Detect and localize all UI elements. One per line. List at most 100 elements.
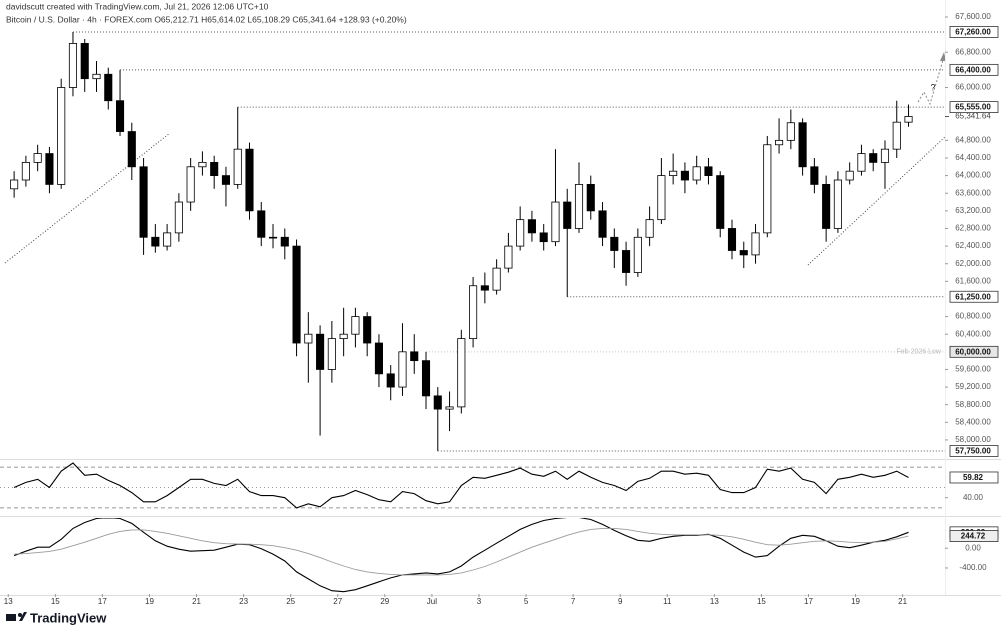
level-label-box xyxy=(949,445,999,457)
candle-body xyxy=(92,73,101,80)
y-tick-label: 58,400.00 xyxy=(955,417,991,426)
candle-body xyxy=(833,179,842,229)
x-tick-label: 17 xyxy=(804,597,813,606)
candle-body xyxy=(822,184,831,229)
candle-body xyxy=(233,148,242,185)
y-tick-label: 58,800.00 xyxy=(955,400,991,409)
candle-body xyxy=(386,373,395,388)
level-label-box xyxy=(949,290,999,303)
candle-body xyxy=(10,179,19,190)
candle-body xyxy=(892,121,901,150)
candle-body xyxy=(669,170,678,177)
candle-body xyxy=(574,184,584,229)
candle-body xyxy=(810,166,819,185)
candle-body xyxy=(751,232,760,256)
candle-body xyxy=(539,232,548,243)
y-tick-label: 0.00 xyxy=(965,543,981,552)
candle-body xyxy=(292,245,301,344)
candle-body xyxy=(304,333,313,344)
indicator-line xyxy=(14,527,909,576)
projection-arrow xyxy=(940,52,945,61)
candle-body xyxy=(351,316,360,335)
indicator-line xyxy=(13,462,909,509)
candle-body xyxy=(139,166,148,238)
candle-body xyxy=(633,236,642,273)
x-tick-label: 19 xyxy=(145,597,154,606)
x-tick-label: 19 xyxy=(851,597,860,606)
x-tick-label: Jul xyxy=(427,597,437,606)
candle-body xyxy=(257,210,266,238)
candle-body xyxy=(551,201,560,243)
y-tick-label: 62,800.00 xyxy=(955,224,991,233)
y-tick-label: 59,200.00 xyxy=(955,382,991,391)
trendline xyxy=(4,132,171,264)
candle-body xyxy=(904,116,913,123)
candle-body xyxy=(363,316,372,344)
y-tick-label: 60,800.00 xyxy=(955,312,991,321)
candle-body xyxy=(433,395,442,410)
level-label: 65,555.00 xyxy=(955,103,991,112)
y-tick-label: 63,200.00 xyxy=(955,206,991,215)
x-tick-label: 21 xyxy=(898,597,907,606)
y-tick-label: 67,600.00 xyxy=(955,12,991,21)
candle-body xyxy=(857,153,866,172)
candle-body xyxy=(186,166,195,203)
candle-body xyxy=(45,153,54,185)
candle-body xyxy=(57,87,66,185)
candle-body xyxy=(151,236,160,247)
candle-body xyxy=(398,351,407,388)
candle-body xyxy=(210,161,219,177)
y-tick-label: 60,400.00 xyxy=(955,329,991,338)
candle-body xyxy=(527,219,536,234)
y-tick-label: 64,400.00 xyxy=(955,153,991,162)
candle-body xyxy=(280,236,289,247)
candle-body xyxy=(221,175,231,185)
x-tick-label: 9 xyxy=(618,597,623,606)
candle-body xyxy=(492,267,501,291)
y-tick-label: 40.00 xyxy=(963,493,984,502)
trendline xyxy=(807,136,945,266)
x-tick-label: 25 xyxy=(286,597,295,606)
candle-body xyxy=(586,184,595,212)
y-tick-label: 63,600.00 xyxy=(955,188,991,197)
brand-logo xyxy=(6,612,27,621)
level-note: Feb 2026 Low xyxy=(897,349,942,356)
candle-body xyxy=(80,43,89,80)
candle-body xyxy=(563,201,572,229)
x-tick-label: 5 xyxy=(524,597,529,606)
y-tick-label: 64,000.00 xyxy=(955,171,991,180)
x-tick-label: 15 xyxy=(757,597,766,606)
pane xyxy=(4,31,945,452)
level-label: 67,260.00 xyxy=(955,28,991,37)
candle-body xyxy=(622,250,631,273)
candle-body xyxy=(645,219,654,238)
level-label-box xyxy=(949,101,999,113)
candle-body xyxy=(174,201,183,234)
value-label: 59.82 xyxy=(963,473,984,482)
candle-body xyxy=(268,236,278,239)
candle-body xyxy=(610,236,619,251)
level-label: 66,400.00 xyxy=(955,65,991,74)
candle-body xyxy=(692,166,701,181)
candle-body xyxy=(598,210,607,238)
candle-body xyxy=(198,161,207,168)
candle-body xyxy=(504,245,513,269)
x-tick-label: 13 xyxy=(710,597,719,606)
pane xyxy=(13,518,909,593)
candle-body xyxy=(163,232,172,247)
y-tick-label: 66,800.00 xyxy=(955,47,991,56)
candle-body xyxy=(21,161,30,181)
y-tick-label: 58,000.00 xyxy=(955,435,991,444)
candle-body xyxy=(798,122,807,168)
level-label: 57,750.00 xyxy=(955,447,991,456)
candle-body xyxy=(775,139,784,146)
candle-body xyxy=(880,148,890,163)
level-label-box xyxy=(949,345,999,358)
candle-body xyxy=(763,144,772,234)
candle-body xyxy=(457,338,466,408)
x-tick-label: 23 xyxy=(239,597,248,606)
x-tick-label: 17 xyxy=(98,597,107,606)
x-tick-label: 15 xyxy=(51,597,60,606)
brand: TradingView xyxy=(30,610,107,625)
